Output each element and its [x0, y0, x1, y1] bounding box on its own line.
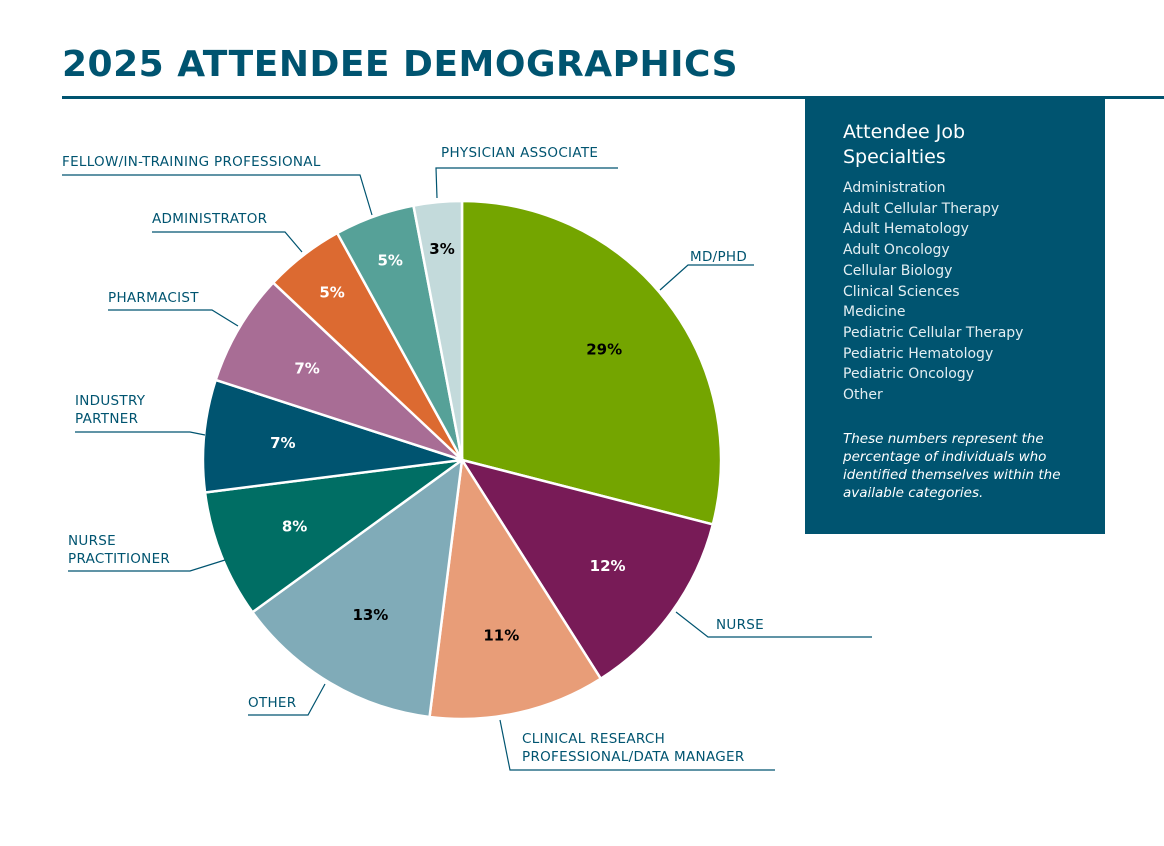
- slice-value-label: 11%: [483, 627, 519, 645]
- category-label: NURSE: [716, 617, 764, 633]
- category-label: PARTNER: [75, 411, 138, 427]
- leader-line: [152, 231, 303, 253]
- slice-value-label: 12%: [590, 557, 626, 575]
- specialty-item: Clinical Sciences: [843, 283, 960, 300]
- category-label: CLINICAL RESEARCH: [522, 731, 665, 747]
- specialty-item: Adult Oncology: [843, 242, 950, 259]
- category-label: NURSE: [68, 533, 116, 549]
- specialty-item: Medicine: [843, 304, 906, 321]
- category-label: PHARMACIST: [108, 290, 199, 306]
- leader-line: [435, 167, 618, 199]
- pie-slice: [203, 458, 463, 614]
- slice-value-label: 8%: [282, 517, 307, 535]
- specialties-list: Administration Adult Cellular Therapy Ad…: [843, 178, 1067, 406]
- category-label: INDUSTRY: [75, 393, 146, 409]
- leader-line: [499, 719, 775, 771]
- category-label: ADMINISTRATOR: [152, 211, 267, 227]
- job-specialties-panel: Attendee Job Specialties Administration …: [805, 96, 1105, 534]
- slice-value-label: 5%: [319, 284, 344, 302]
- category-label: PRACTITIONER: [68, 551, 170, 567]
- slice-value-label: 3%: [429, 240, 454, 258]
- leader-line: [108, 309, 239, 327]
- category-label: PHYSICIAN ASSOCIATE: [441, 145, 598, 161]
- specialty-item: Cellular Biology: [843, 262, 953, 279]
- slice-value-label: 13%: [352, 606, 388, 624]
- page-title: 2025 ATTENDEE DEMOGRAPHICS: [62, 44, 739, 85]
- slice-value-label: 7%: [270, 434, 295, 452]
- leader-line: [659, 264, 754, 291]
- category-label: OTHER: [248, 695, 296, 711]
- slice-value-label: 7%: [294, 359, 319, 377]
- category-label: FELLOW/IN-TRAINING PROFESSIONAL: [62, 154, 321, 170]
- title-divider: [62, 96, 1164, 99]
- pie-slice: [460, 199, 723, 526]
- leader-line: [68, 559, 226, 572]
- slice-value-label: 5%: [377, 252, 402, 270]
- leader-line: [675, 611, 872, 638]
- leader-line: [75, 431, 206, 436]
- leader-line: [248, 683, 326, 716]
- panel-title: Attendee Job Specialties: [843, 121, 966, 168]
- specialty-item: Administration: [843, 180, 946, 196]
- pie-slice: [214, 280, 463, 462]
- specialty-item: Adult Cellular Therapy: [843, 200, 1000, 217]
- specialty-item: Pediatric Oncology: [843, 366, 974, 383]
- pie-slice: [250, 457, 464, 719]
- specialty-item: Other: [843, 387, 883, 404]
- specialty-item: Adult Hematology: [843, 221, 969, 238]
- slice-value-label: 29%: [586, 341, 622, 359]
- leader-line: [62, 174, 373, 216]
- specialty-item: Pediatric Cellular Therapy: [843, 324, 1024, 341]
- pie-slice: [459, 458, 715, 681]
- pie-slice: [428, 456, 603, 721]
- pie-slice: [412, 199, 464, 461]
- specialty-item: Pediatric Hematology: [843, 345, 994, 362]
- pie-slice: [201, 378, 463, 494]
- panel-note: These numbers represent the percentage o…: [843, 430, 1061, 501]
- category-label: MD/PHD: [690, 249, 747, 265]
- category-label: PROFESSIONAL/DATA MANAGER: [522, 749, 745, 765]
